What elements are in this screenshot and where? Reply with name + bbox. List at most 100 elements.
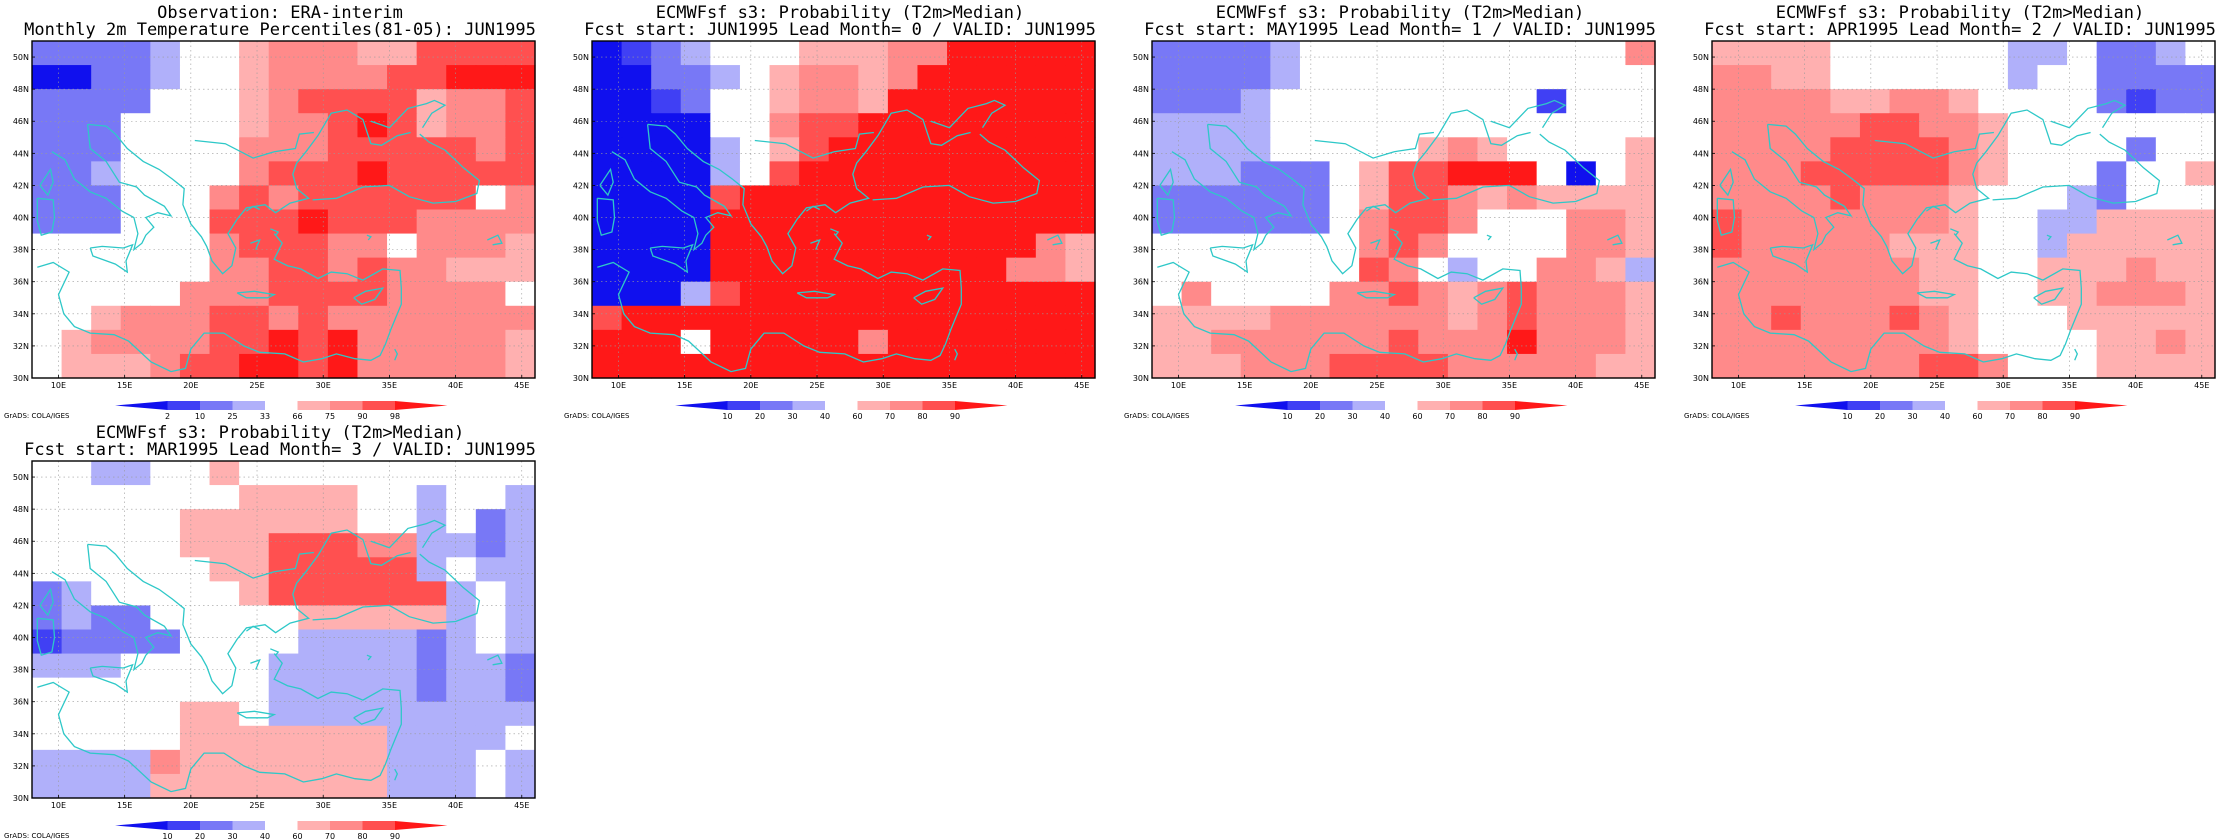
coastline — [1930, 238, 1941, 250]
grid-cell — [505, 41, 536, 66]
grid-cell — [120, 281, 151, 307]
grid-cell — [828, 233, 859, 259]
grid-cell — [179, 113, 211, 138]
grid-cell — [1889, 185, 1920, 211]
grid-cell — [298, 281, 329, 307]
grid-cell — [858, 281, 889, 307]
lon-tick-label: 20E — [743, 381, 758, 390]
grid-cell — [120, 485, 151, 510]
map-figure: 30N 32N 34N 36N 38N 40N 42N 44N 46N 48N 50N 10E 15E 2… — [1693, 40, 2216, 420]
grid-cell — [120, 749, 151, 775]
lat-tick-label: 38N — [573, 246, 589, 255]
grid-cell — [298, 605, 329, 631]
grid-cell — [179, 677, 211, 703]
grid-cell — [505, 305, 536, 331]
colorbar-segment — [265, 821, 298, 830]
grid-cell — [799, 257, 830, 283]
lon-tick-label: 25E — [249, 801, 264, 810]
grid-cell — [2037, 233, 2068, 259]
grid-cell — [1625, 281, 1656, 307]
grid-cell — [120, 305, 151, 331]
grid-cell — [1329, 305, 1360, 331]
grid-cell — [1270, 65, 1301, 90]
grid-cell — [2067, 353, 2098, 379]
lon-tick-label: 15E — [1797, 381, 1812, 390]
grid-cell — [91, 629, 122, 655]
coastline — [487, 654, 503, 666]
grid-cell — [828, 113, 859, 138]
grid-cell — [2067, 137, 2098, 162]
grid-cell — [2007, 209, 2039, 235]
colorbar — [1795, 401, 2128, 410]
grid-cell — [947, 209, 978, 235]
grid-cell — [32, 605, 63, 631]
grid-cell — [150, 485, 181, 510]
grid-cell — [2185, 137, 2216, 162]
grid-cell — [327, 89, 359, 114]
grid-cell — [209, 509, 240, 534]
grid-cell — [947, 89, 978, 114]
grid-cell — [505, 89, 536, 114]
grid-cell — [1329, 257, 1360, 283]
grid-cell — [710, 137, 741, 162]
colorbar-label: 98 — [390, 412, 400, 420]
grid-cell — [917, 281, 948, 307]
lat-tick-label: 40N — [1133, 214, 1149, 223]
grid-cell — [651, 257, 682, 283]
coastline — [1209, 243, 1254, 274]
grid-cell — [268, 89, 299, 114]
grid-cell — [179, 353, 211, 379]
grid-cell — [710, 41, 741, 66]
grid-cell — [1771, 257, 1802, 283]
grid-cell — [416, 533, 447, 558]
coastline — [599, 167, 614, 197]
coastline — [1514, 348, 1519, 361]
grid-cell — [947, 233, 978, 259]
grid-cell — [2126, 41, 2157, 66]
colorbar-label: 60 — [1972, 412, 1982, 420]
grid-cell — [1859, 209, 1891, 235]
grid-cell — [917, 353, 948, 379]
grid-cell — [150, 281, 181, 307]
lat-tick-label: 30N — [13, 794, 29, 803]
grid-cell — [1065, 89, 1096, 114]
grid-cells — [592, 41, 1096, 379]
grid-cell — [1830, 257, 1861, 283]
grid-cell — [1299, 89, 1331, 114]
colorbar-segment — [1912, 401, 1945, 410]
lat-tick-label: 36N — [573, 278, 589, 287]
grid-cell — [1477, 353, 1508, 379]
grid-cell — [651, 281, 682, 307]
grid-cell — [621, 89, 652, 114]
coastline — [548, 570, 560, 663]
grid-cell — [268, 725, 299, 751]
grid-cell — [828, 161, 859, 187]
grid-cell — [120, 185, 151, 211]
grid-cell — [505, 485, 536, 510]
coastline — [926, 234, 932, 241]
coastline — [1719, 167, 1734, 197]
grid-cell — [179, 701, 211, 727]
coastline — [1047, 234, 1063, 246]
grid-cell — [1359, 89, 1390, 114]
lon-tick-label: 15E — [677, 381, 692, 390]
grid-cell — [120, 41, 151, 66]
lat-tick-label: 34N — [1693, 310, 1709, 319]
grid-cell — [268, 533, 299, 558]
lat-tick-label: 40N — [13, 634, 29, 643]
grid-cell — [828, 329, 859, 355]
grid-cell — [1299, 185, 1331, 211]
colorbar-segment — [675, 401, 728, 410]
grid-cell — [446, 65, 477, 90]
grid-cell — [387, 629, 418, 655]
grid-cell — [1625, 353, 1656, 379]
colorbar-label: 30 — [1347, 412, 1357, 420]
grid-cell — [327, 161, 359, 187]
grid-cell — [887, 233, 919, 259]
grid-cell — [1270, 137, 1301, 162]
grid-cell — [2096, 233, 2127, 259]
grid-cell — [179, 629, 211, 655]
grid-cell — [1270, 257, 1301, 283]
grid-cell — [651, 305, 682, 331]
grid-cell — [739, 41, 771, 66]
